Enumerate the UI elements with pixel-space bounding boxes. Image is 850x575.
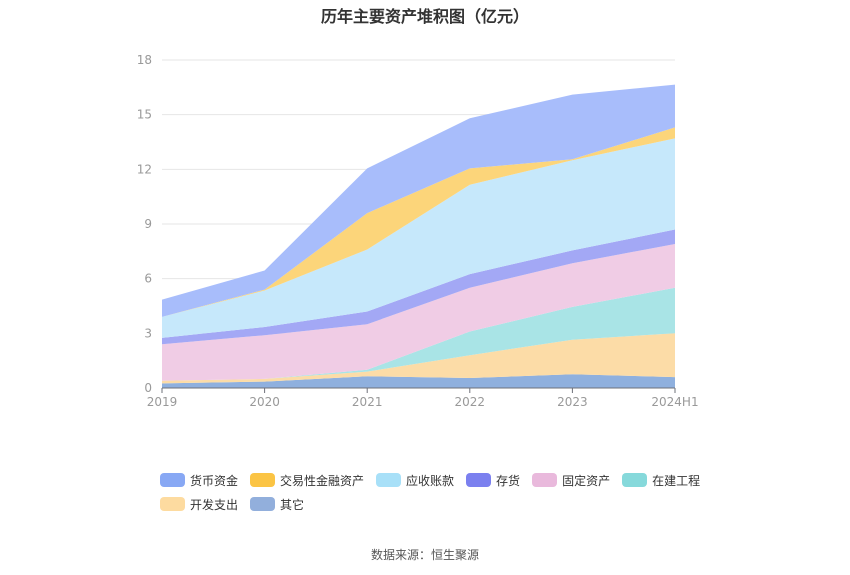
- legend-swatch: [250, 473, 276, 487]
- x-tick-label: 2022: [455, 395, 486, 409]
- area-series: [162, 84, 675, 317]
- x-tick-label: 2019: [147, 395, 178, 409]
- legend-item[interactable]: 存货: [466, 472, 520, 488]
- legend-swatch: [376, 473, 402, 487]
- legend-label: 在建工程: [652, 473, 701, 488]
- legend-swatch: [622, 473, 648, 487]
- x-tick-label: 2023: [557, 395, 588, 409]
- y-tick-label: 9: [144, 217, 152, 231]
- x-tick-label: 2020: [249, 395, 280, 409]
- legend-swatch: [466, 473, 492, 487]
- legend-item[interactable]: 在建工程: [622, 472, 700, 488]
- area-series: [162, 333, 675, 384]
- y-tick-label: 3: [144, 326, 152, 340]
- legend-swatch: [160, 473, 185, 487]
- legend-label: 货币资金: [190, 473, 239, 488]
- x-tick-label: 2021: [352, 395, 383, 409]
- area-series: [162, 138, 675, 338]
- legend-label: 其它: [280, 497, 305, 512]
- area-series: [162, 287, 675, 381]
- area-series: [162, 244, 675, 381]
- legend-label: 存货: [496, 473, 521, 488]
- legend-item[interactable]: 开发支出: [160, 496, 238, 512]
- legend-item[interactable]: 其它: [250, 496, 304, 512]
- legend-label: 应收账款: [406, 473, 455, 488]
- legend-label: 固定资产: [562, 473, 611, 488]
- legend-label: 交易性金融资产: [280, 473, 365, 488]
- legend-swatch: [532, 473, 558, 487]
- legend-item[interactable]: 应收账款: [376, 472, 454, 488]
- y-tick-label: 0: [144, 381, 152, 395]
- area-series: [162, 127, 675, 317]
- y-tick-label: 18: [137, 53, 152, 67]
- legend-label: 开发支出: [190, 497, 239, 512]
- legend-swatch: [250, 497, 276, 511]
- chart-title: 历年主要资产堆积图（亿元）: [320, 7, 529, 26]
- x-tick-label: 2024H1: [651, 395, 698, 409]
- chart-legend: 货币资金 交易性金融资产 应收账款 存货 固定资产 在建工程开发支出 其它: [160, 472, 720, 512]
- area-series: [162, 229, 675, 345]
- data-source: 数据来源：恒生聚源: [370, 548, 479, 562]
- legend-item[interactable]: 交易性金融资产: [250, 472, 364, 488]
- y-tick-label: 12: [137, 162, 152, 176]
- y-tick-label: 15: [137, 108, 152, 122]
- legend-item[interactable]: 货币资金: [160, 472, 238, 488]
- y-tick-label: 6: [144, 272, 152, 286]
- legend-item[interactable]: 固定资产: [532, 472, 610, 488]
- legend-swatch: [160, 497, 185, 511]
- area-series: [162, 374, 675, 388]
